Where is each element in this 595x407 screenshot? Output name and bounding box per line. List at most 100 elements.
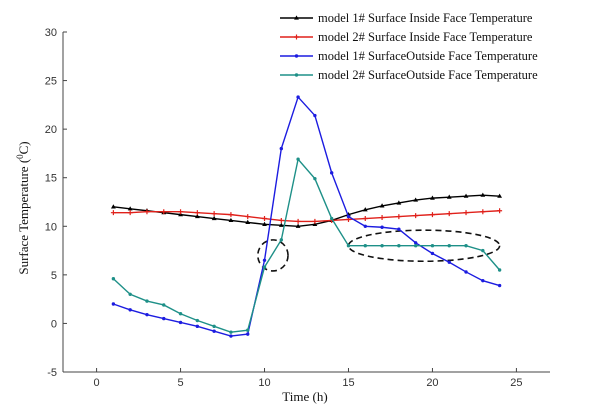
dot-marker [430,251,435,256]
triangle-marker [110,204,116,209]
dot-marker [380,225,384,229]
dot-marker [145,299,149,303]
legend-entry-3: model 1# SurfaceOutside Face Temperature [280,49,538,63]
triangle-marker [127,206,133,211]
series-2 [110,208,503,224]
triangle-marker [463,193,469,198]
plus-marker [463,210,469,216]
plus-marker [161,209,167,215]
series-line [113,210,500,223]
series-layer [110,95,503,338]
plus-marker [413,213,419,219]
dot-marker [195,324,200,329]
dot-marker [346,244,351,248]
dot-marker [346,214,351,219]
plus-marker [278,217,284,223]
triangle-marker [294,15,299,20]
dot-marker [279,238,284,242]
dot-marker [464,270,468,274]
dot-marker [162,303,166,307]
series-line [112,157,501,333]
dot-marker [246,332,250,336]
x-tick-label: 5 [177,377,183,389]
dot-marker [111,302,116,306]
dot-marker [430,244,435,248]
triangle-marker [295,223,301,228]
plus-marker [245,214,251,220]
dot-marker [413,244,418,248]
dot-marker [447,260,451,264]
plus-marker [379,215,385,221]
triangle-marker [228,217,234,223]
dot-marker [229,334,233,338]
plus-marker [362,216,368,222]
dot-marker [262,265,267,269]
x-tick-label: 25 [510,377,522,389]
legend-label: model 1# Surface Inside Face Temperature [318,11,533,25]
triangle-marker [194,213,200,219]
triangle-marker [262,221,267,226]
x-tick-label: 0 [94,377,100,389]
plus-marker [294,34,299,40]
dashed-ellipse-annotation [347,229,501,263]
dot-marker [111,277,116,281]
plus-marker [312,218,318,224]
y-tick-label: 10 [45,221,57,233]
triangle-marker [413,197,419,202]
legend-entry-1: model 1# Surface Inside Face Temperature [280,11,533,25]
dot-marker [329,216,334,221]
plus-marker [497,208,503,214]
x-axis-title: Time (h) [282,389,327,404]
dot-marker [397,227,401,231]
y-tick-label: -5 [47,367,57,379]
triangle-marker [497,193,503,198]
x-tick-label: 10 [258,377,270,389]
triangle-marker [211,215,217,221]
triangle-marker [430,195,435,200]
plus-marker [144,209,150,215]
dot-marker [313,176,317,181]
legend-label: model 2# Surface Inside Face Temperature [318,30,533,44]
plus-marker [429,212,435,218]
y-tick-label: 5 [51,270,57,282]
dot-marker [413,241,418,245]
dot-marker [229,330,233,334]
plus-marker [110,210,116,216]
series-line [113,95,500,337]
series-1 [110,192,503,228]
plus-marker [127,210,133,216]
y-tick-label: 0 [51,318,57,330]
y-tick-label: 20 [45,124,57,136]
dot-marker [380,244,384,248]
dot-marker [481,278,485,283]
y-tick-label: 25 [45,76,57,88]
plus-marker [480,209,486,215]
plus-marker [446,211,452,217]
dot-marker [128,308,132,312]
plus-marker [228,212,234,218]
plus-marker [194,210,200,216]
dot-marker [262,258,267,262]
dot-marker [497,283,502,288]
dot-marker [313,113,317,118]
dot-marker [145,312,149,317]
legend-label: model 2# SurfaceOutside Face Temperature [318,68,538,82]
dot-marker [464,244,468,248]
plus-marker [295,218,301,224]
dot-marker [294,54,299,58]
plus-marker [211,211,217,217]
series-4 [111,157,502,334]
dot-marker [329,171,334,175]
dot-marker [447,244,451,248]
dashed-ellipse-annotation [256,239,289,272]
plus-marker [178,209,184,215]
legend-entry-2: model 2# Surface Inside Face Temperature [280,30,533,44]
dot-marker [212,324,216,329]
dot-marker [363,244,367,248]
dot-marker [128,292,132,296]
dot-marker [497,268,502,272]
y-tick-label: 15 [45,173,57,185]
triangle-marker [480,192,486,197]
plus-marker [396,214,402,220]
x-tick-label: 15 [342,377,354,389]
